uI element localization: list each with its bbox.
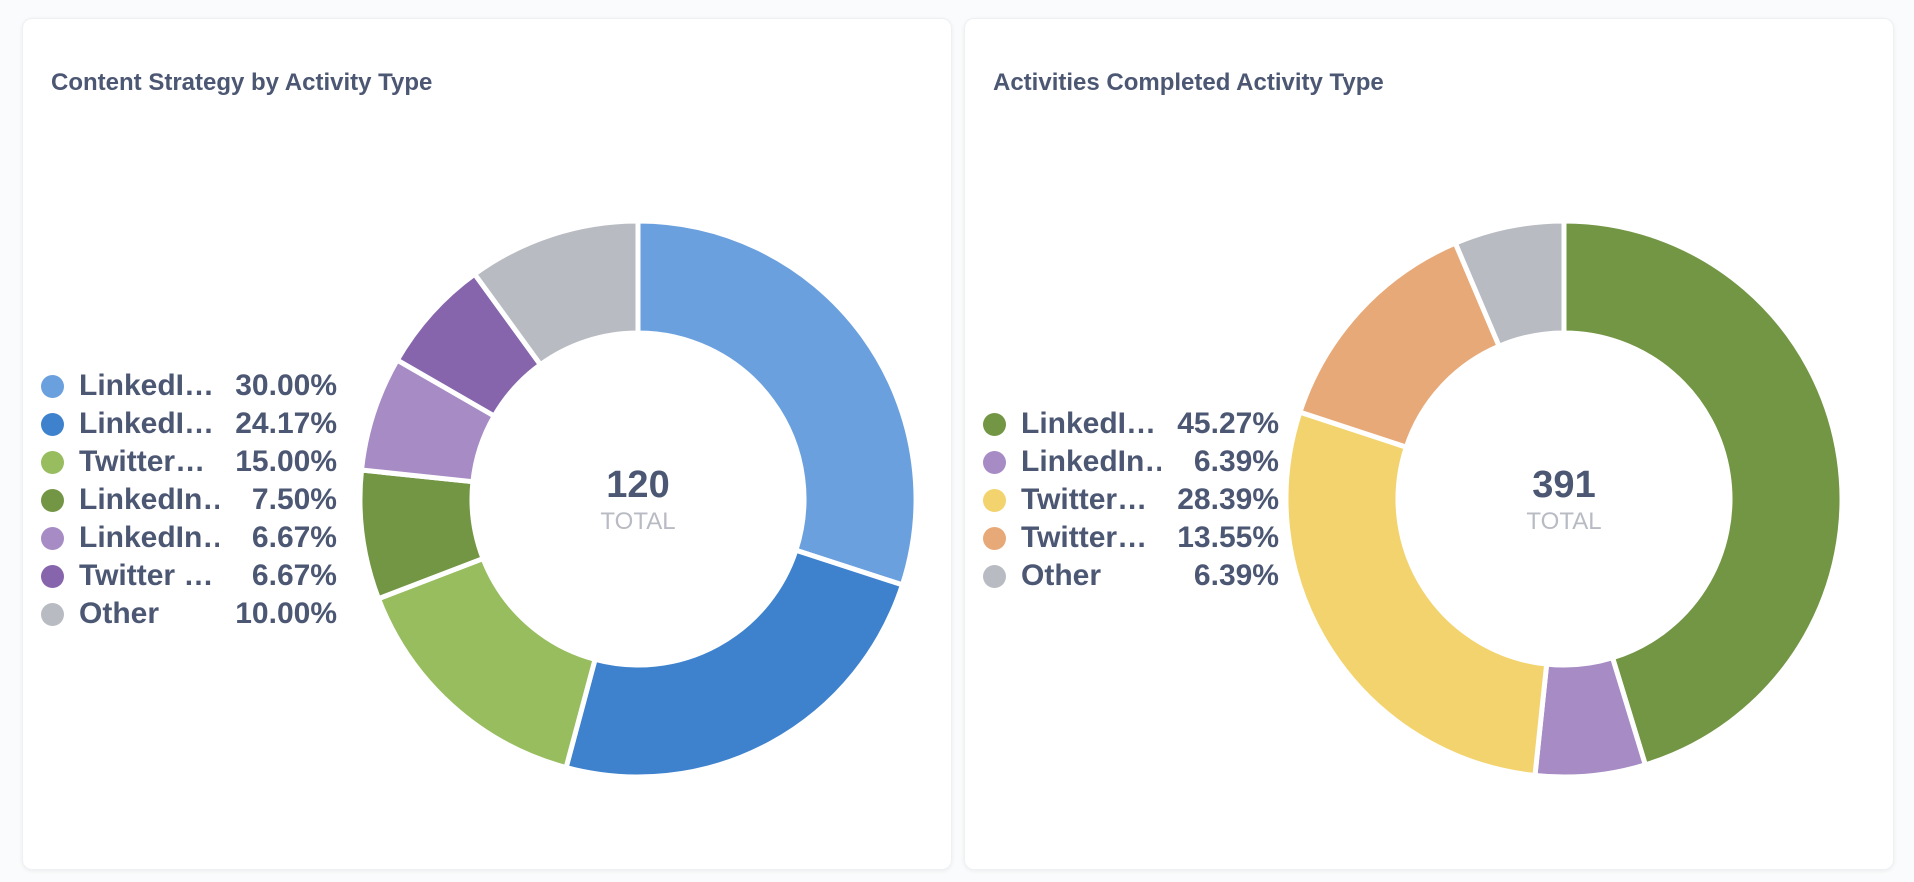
card-title[interactable]: Activities Completed Activity Type bbox=[993, 69, 1384, 96]
legend-label: Other bbox=[1021, 559, 1102, 592]
legend-item[interactable]: LinkedI… 24.17% bbox=[41, 405, 337, 443]
donut-slice[interactable] bbox=[1561, 218, 1845, 768]
donut-slice[interactable] bbox=[563, 547, 905, 780]
legend-item[interactable]: Twitter … 6.67% bbox=[41, 557, 337, 595]
legend-percent: 10.00% bbox=[235, 597, 337, 630]
legend-swatch bbox=[41, 488, 64, 512]
legend-swatch bbox=[41, 374, 64, 398]
legend-swatch bbox=[983, 526, 1006, 550]
legend-item[interactable]: LinkedIn… 6.67% bbox=[41, 519, 337, 557]
donut-total-label: TOTAL bbox=[600, 508, 675, 535]
legend-percent: 13.55% bbox=[1177, 521, 1279, 554]
legend-swatch bbox=[41, 564, 64, 588]
legend-percent: 24.17% bbox=[235, 407, 337, 440]
legend-item[interactable]: Twitter… 13.55% bbox=[983, 519, 1279, 557]
legend-label: Twitter … bbox=[79, 559, 214, 592]
legend-label: LinkedIn… bbox=[79, 483, 219, 516]
legend-percent: 7.50% bbox=[251, 483, 337, 516]
legend-swatch bbox=[41, 602, 64, 626]
legend-label: Other bbox=[79, 597, 160, 630]
legend-percent: 6.39% bbox=[1193, 445, 1279, 478]
legend-item[interactable]: Twitter… 28.39% bbox=[983, 481, 1279, 519]
donut-slice[interactable] bbox=[472, 218, 641, 368]
card-activities-completed: Activities Completed Activity Type Linke… bbox=[964, 18, 1894, 870]
legend-swatch bbox=[983, 412, 1006, 436]
legend-percent: 6.67% bbox=[251, 521, 337, 554]
legend-percent: 6.39% bbox=[1193, 559, 1279, 592]
legend-label: Twitter… bbox=[79, 445, 206, 478]
donut-slice[interactable] bbox=[1452, 218, 1567, 349]
legend-label: LinkedI… bbox=[1021, 407, 1157, 440]
legend-label: Twitter… bbox=[1021, 521, 1148, 554]
legend-swatch bbox=[41, 412, 64, 436]
legend-label: LinkedI… bbox=[79, 369, 215, 402]
legend-swatch bbox=[983, 564, 1006, 588]
legend-swatch bbox=[41, 526, 64, 550]
legend: LinkedI… 30.00% LinkedI… 24.17% Twitter… 15.0… bbox=[41, 367, 337, 633]
legend-item[interactable]: LinkedI… 45.27% bbox=[983, 405, 1279, 443]
legend: LinkedI… 45.27% LinkedIn… 6.39% Twitter… 28.3… bbox=[983, 405, 1279, 595]
legend-item[interactable]: LinkedI… 30.00% bbox=[41, 367, 337, 405]
legend-item[interactable]: LinkedIn… 7.50% bbox=[41, 481, 337, 519]
legend-item[interactable]: Twitter… 15.00% bbox=[41, 443, 337, 481]
legend-percent: 28.39% bbox=[1177, 483, 1279, 516]
donut-total-value: 391 bbox=[1532, 464, 1595, 506]
legend-label: Twitter… bbox=[1021, 483, 1148, 516]
card-title[interactable]: Content Strategy by Activity Type bbox=[51, 69, 433, 96]
legend-label: LinkedI… bbox=[79, 407, 215, 440]
legend-swatch bbox=[41, 450, 64, 474]
card-content-strategy: Content Strategy by Activity Type Linked… bbox=[22, 18, 952, 870]
legend-percent: 15.00% bbox=[235, 445, 337, 478]
donut-total-value: 120 bbox=[606, 464, 669, 506]
donut-slice[interactable] bbox=[1283, 409, 1550, 778]
donut-slice[interactable] bbox=[375, 556, 598, 771]
legend-item[interactable]: Other 10.00% bbox=[41, 595, 337, 633]
legend-percent: 45.27% bbox=[1177, 407, 1279, 440]
legend-swatch bbox=[983, 488, 1006, 512]
legend-label: LinkedIn… bbox=[1021, 445, 1161, 478]
donut-total-label: TOTAL bbox=[1526, 508, 1601, 535]
donut-slice[interactable] bbox=[635, 218, 919, 588]
legend-percent: 30.00% bbox=[235, 369, 337, 402]
legend-item[interactable]: LinkedIn… 6.39% bbox=[983, 443, 1279, 481]
legend-label: LinkedIn… bbox=[79, 521, 219, 554]
legend-swatch bbox=[983, 450, 1006, 474]
legend-item[interactable]: Other 6.39% bbox=[983, 557, 1279, 595]
legend-percent: 6.67% bbox=[251, 559, 337, 592]
